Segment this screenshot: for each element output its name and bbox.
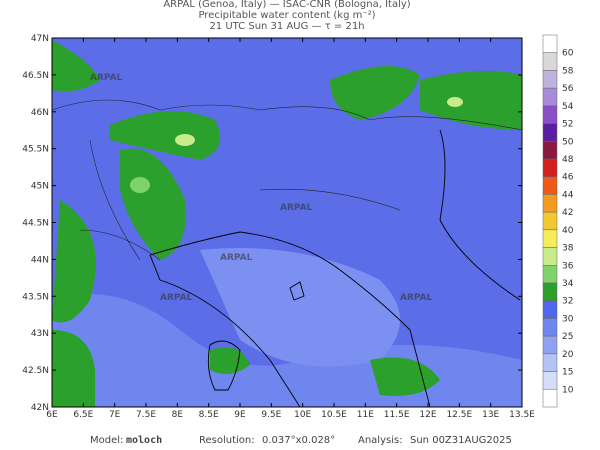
colorbar-label: 52 <box>562 120 573 130</box>
lon-label: 11E <box>357 410 374 420</box>
lat-label: 43N <box>31 329 49 339</box>
colorbar-swatch <box>542 70 558 89</box>
colorbar-swatch <box>542 318 558 337</box>
lon-label: 10E <box>294 410 311 420</box>
lon-label: 7E <box>109 410 121 420</box>
lat-label: 42.5N <box>22 366 49 376</box>
colorbar-label: 50 <box>562 137 574 147</box>
colorbar-label: 60 <box>562 49 574 59</box>
watermark: ARPAL <box>90 73 123 83</box>
lat-label: 44.5N <box>22 219 49 229</box>
colorbar-swatch <box>542 265 558 284</box>
colorbar-label: 30 <box>562 314 574 324</box>
lat-label: 43.5N <box>22 292 49 302</box>
watermark: ARPAL <box>400 293 433 303</box>
footer-value: moloch <box>126 435 162 446</box>
lon-label: 13E <box>482 410 499 420</box>
colorbar-label: 58 <box>562 66 574 76</box>
colorbar-label: 40 <box>562 226 574 236</box>
lon-label: 8E <box>172 410 184 420</box>
colorbar-swatch <box>542 176 558 195</box>
lat-label: 47N <box>31 34 49 44</box>
colorbar-swatch <box>542 389 558 408</box>
watermark: ARPAL <box>220 253 253 263</box>
colorbar-swatch <box>542 158 558 177</box>
header-line: ARPAL (Genoa, Italy) — ISAC-CNR (Bologna… <box>163 0 410 10</box>
colorbar-swatch <box>542 300 558 319</box>
lat-label: 45N <box>31 182 49 192</box>
lon-label: 7.5E <box>136 410 156 420</box>
colorbar-label: 42 <box>562 208 573 218</box>
colorbar-swatch <box>542 371 558 390</box>
header-line: Precipitable water content (kg m⁻²) <box>198 10 375 21</box>
lon-label: 13.5E <box>509 410 535 420</box>
lat-label: 46.5N <box>22 71 49 81</box>
colorbar-label: 25 <box>562 332 573 342</box>
lat-label: 46N <box>31 108 49 118</box>
colorbar-swatch <box>542 105 558 124</box>
colorbar-label: 32 <box>562 297 573 307</box>
colorbar-swatch <box>542 247 558 266</box>
colorbar-label: 44 <box>562 190 574 200</box>
colorbar-swatch <box>542 353 558 372</box>
watermark: ARPAL <box>160 293 193 303</box>
lon-label: 6.5E <box>73 410 93 420</box>
colorbar-swatch <box>542 87 558 107</box>
colorbar-label: 46 <box>562 173 574 183</box>
colorbar-label: 34 <box>562 279 574 289</box>
lat-label: 45.5N <box>22 145 49 155</box>
header-line: 21 UTC Sun 31 AUG — τ = 21h <box>209 21 364 32</box>
colorbar-label: 54 <box>562 102 574 112</box>
footer-label: Model: <box>90 435 123 446</box>
lon-label: 9.5E <box>261 410 281 420</box>
lon-label: 9E <box>234 410 246 420</box>
colorbar-swatch <box>542 34 558 53</box>
colorbar-swatch <box>542 229 558 248</box>
lon-label: 6E <box>46 410 58 420</box>
colorbar-label: 48 <box>562 155 574 165</box>
colorbar-swatch <box>542 335 558 355</box>
lon-label: 12.5E <box>446 410 472 420</box>
watermark: ARPAL <box>280 203 313 213</box>
lon-label: 11.5E <box>384 410 410 420</box>
lon-label: 10.5E <box>321 410 347 420</box>
colorbar-swatch <box>542 282 558 301</box>
colorbar-label: 20 <box>562 350 574 360</box>
colorbar-label: 10 <box>562 385 574 395</box>
colorbar-swatch <box>542 211 558 231</box>
colorbar-label: 38 <box>562 244 574 254</box>
lat-label: 42N <box>31 403 49 413</box>
colorbar-label: 56 <box>562 84 574 94</box>
footer-value: Sun 00Z31AUG2025 <box>410 435 512 446</box>
colorbar-label: 36 <box>562 261 574 271</box>
map-field <box>51 37 523 408</box>
footer-label: Analysis: <box>358 435 403 446</box>
footer-label: Resolution: <box>199 435 255 446</box>
lat-label: 44N <box>31 255 49 265</box>
colorbar-swatch <box>542 123 558 142</box>
colorbar-swatch <box>542 141 558 160</box>
lon-label: 8.5E <box>199 410 219 420</box>
colorbar-swatch <box>542 52 558 71</box>
colorbar-label: 15 <box>562 368 573 378</box>
colorbar-swatch <box>542 194 558 213</box>
lon-label: 12E <box>419 410 436 420</box>
footer-value: 0.037°x0.028° <box>262 435 335 446</box>
